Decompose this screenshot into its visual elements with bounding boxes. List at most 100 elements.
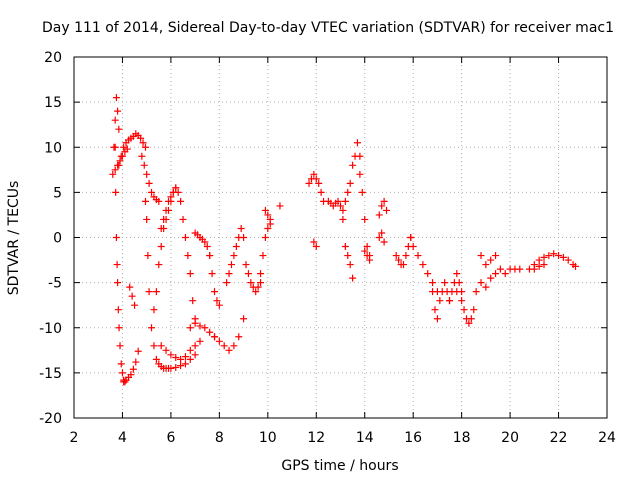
data-point bbox=[346, 261, 354, 269]
x-tick-label: 18 bbox=[453, 430, 471, 446]
data-point bbox=[237, 224, 245, 232]
data-point bbox=[334, 197, 342, 205]
data-point bbox=[266, 220, 274, 228]
data-point bbox=[363, 243, 371, 251]
x-tick-label: 12 bbox=[307, 430, 325, 446]
data-point bbox=[429, 288, 437, 296]
data-point bbox=[429, 279, 437, 287]
data-point bbox=[189, 297, 197, 305]
data-point bbox=[276, 202, 284, 210]
data-point bbox=[339, 215, 347, 223]
data-point bbox=[191, 351, 199, 359]
data-point bbox=[162, 346, 170, 354]
data-point bbox=[392, 252, 400, 260]
data-point bbox=[177, 355, 185, 363]
series-group_14p8_low bbox=[375, 229, 388, 246]
data-point bbox=[134, 347, 142, 355]
data-point bbox=[179, 215, 187, 223]
data-point bbox=[501, 270, 509, 278]
data-point bbox=[380, 238, 388, 246]
data-point bbox=[148, 324, 156, 332]
y-tick-label: 20 bbox=[44, 50, 62, 66]
x-tick-label: 8 bbox=[215, 430, 224, 446]
y-tick-label: -15 bbox=[39, 366, 62, 382]
grid bbox=[74, 57, 607, 418]
data-point bbox=[344, 188, 352, 196]
y-tick-label: 5 bbox=[53, 185, 62, 201]
data-point bbox=[361, 215, 369, 223]
y-tick-label: -20 bbox=[39, 411, 62, 427]
data-point bbox=[242, 261, 250, 269]
series-iso_14 bbox=[361, 247, 374, 264]
y-axis-label: SDTVAR / TECUs bbox=[6, 181, 22, 296]
data-point bbox=[203, 243, 211, 251]
data-point bbox=[230, 252, 238, 260]
series-big_loop_bottom bbox=[167, 351, 199, 372]
series-points_10 bbox=[261, 202, 284, 228]
data-point bbox=[215, 301, 223, 309]
data-point bbox=[339, 206, 347, 214]
data-point bbox=[208, 270, 216, 278]
data-point bbox=[465, 319, 473, 327]
data-point bbox=[186, 355, 194, 363]
data-point bbox=[111, 166, 119, 174]
data-point bbox=[150, 342, 158, 350]
axis-ticks bbox=[73, 56, 608, 419]
data-point bbox=[162, 206, 170, 214]
data-point bbox=[131, 301, 139, 309]
data-point bbox=[196, 337, 204, 345]
series-rise_21 bbox=[525, 250, 580, 273]
data-point bbox=[247, 279, 255, 287]
series-mid_top_a bbox=[138, 152, 163, 205]
series-mid_21 bbox=[530, 261, 548, 273]
data-point bbox=[317, 188, 325, 196]
data-point bbox=[310, 238, 318, 246]
y-tick-label: 15 bbox=[44, 95, 62, 111]
data-point bbox=[409, 243, 417, 251]
data-point bbox=[477, 252, 485, 260]
data-point bbox=[375, 234, 383, 241]
data-point bbox=[540, 253, 548, 261]
data-point bbox=[139, 139, 147, 147]
data-point bbox=[310, 170, 318, 178]
x-tick-label: 4 bbox=[118, 430, 127, 446]
data-point bbox=[353, 139, 361, 147]
data-point bbox=[172, 184, 180, 192]
y-tick-label: 10 bbox=[44, 140, 62, 156]
data-point bbox=[112, 234, 120, 241]
data-point bbox=[116, 342, 124, 350]
data-point bbox=[492, 252, 500, 260]
data-point bbox=[177, 197, 185, 205]
data-points bbox=[109, 94, 580, 386]
data-point bbox=[186, 270, 194, 278]
data-point bbox=[530, 265, 538, 273]
data-point bbox=[167, 193, 175, 201]
data-point bbox=[366, 256, 374, 264]
data-point bbox=[138, 152, 146, 160]
data-point bbox=[223, 279, 231, 287]
data-point bbox=[467, 315, 475, 323]
data-point bbox=[482, 261, 490, 269]
data-point bbox=[211, 333, 219, 341]
data-point bbox=[186, 346, 194, 354]
data-point bbox=[431, 306, 439, 314]
series-steep_drop bbox=[111, 143, 129, 386]
data-point bbox=[127, 371, 135, 379]
data-point bbox=[380, 197, 388, 205]
data-point bbox=[555, 252, 563, 260]
data-point bbox=[201, 238, 209, 246]
data-point bbox=[152, 355, 160, 363]
data-point bbox=[402, 252, 410, 260]
data-point bbox=[414, 252, 422, 260]
data-point bbox=[155, 261, 163, 269]
data-point bbox=[407, 234, 415, 241]
data-point bbox=[167, 364, 175, 372]
data-point bbox=[140, 161, 148, 169]
data-point bbox=[191, 319, 199, 327]
data-point bbox=[152, 288, 160, 296]
data-point bbox=[424, 270, 432, 278]
data-point bbox=[112, 188, 120, 196]
data-point bbox=[230, 342, 238, 350]
data-point bbox=[141, 197, 149, 205]
x-tick-label: 16 bbox=[404, 430, 422, 446]
